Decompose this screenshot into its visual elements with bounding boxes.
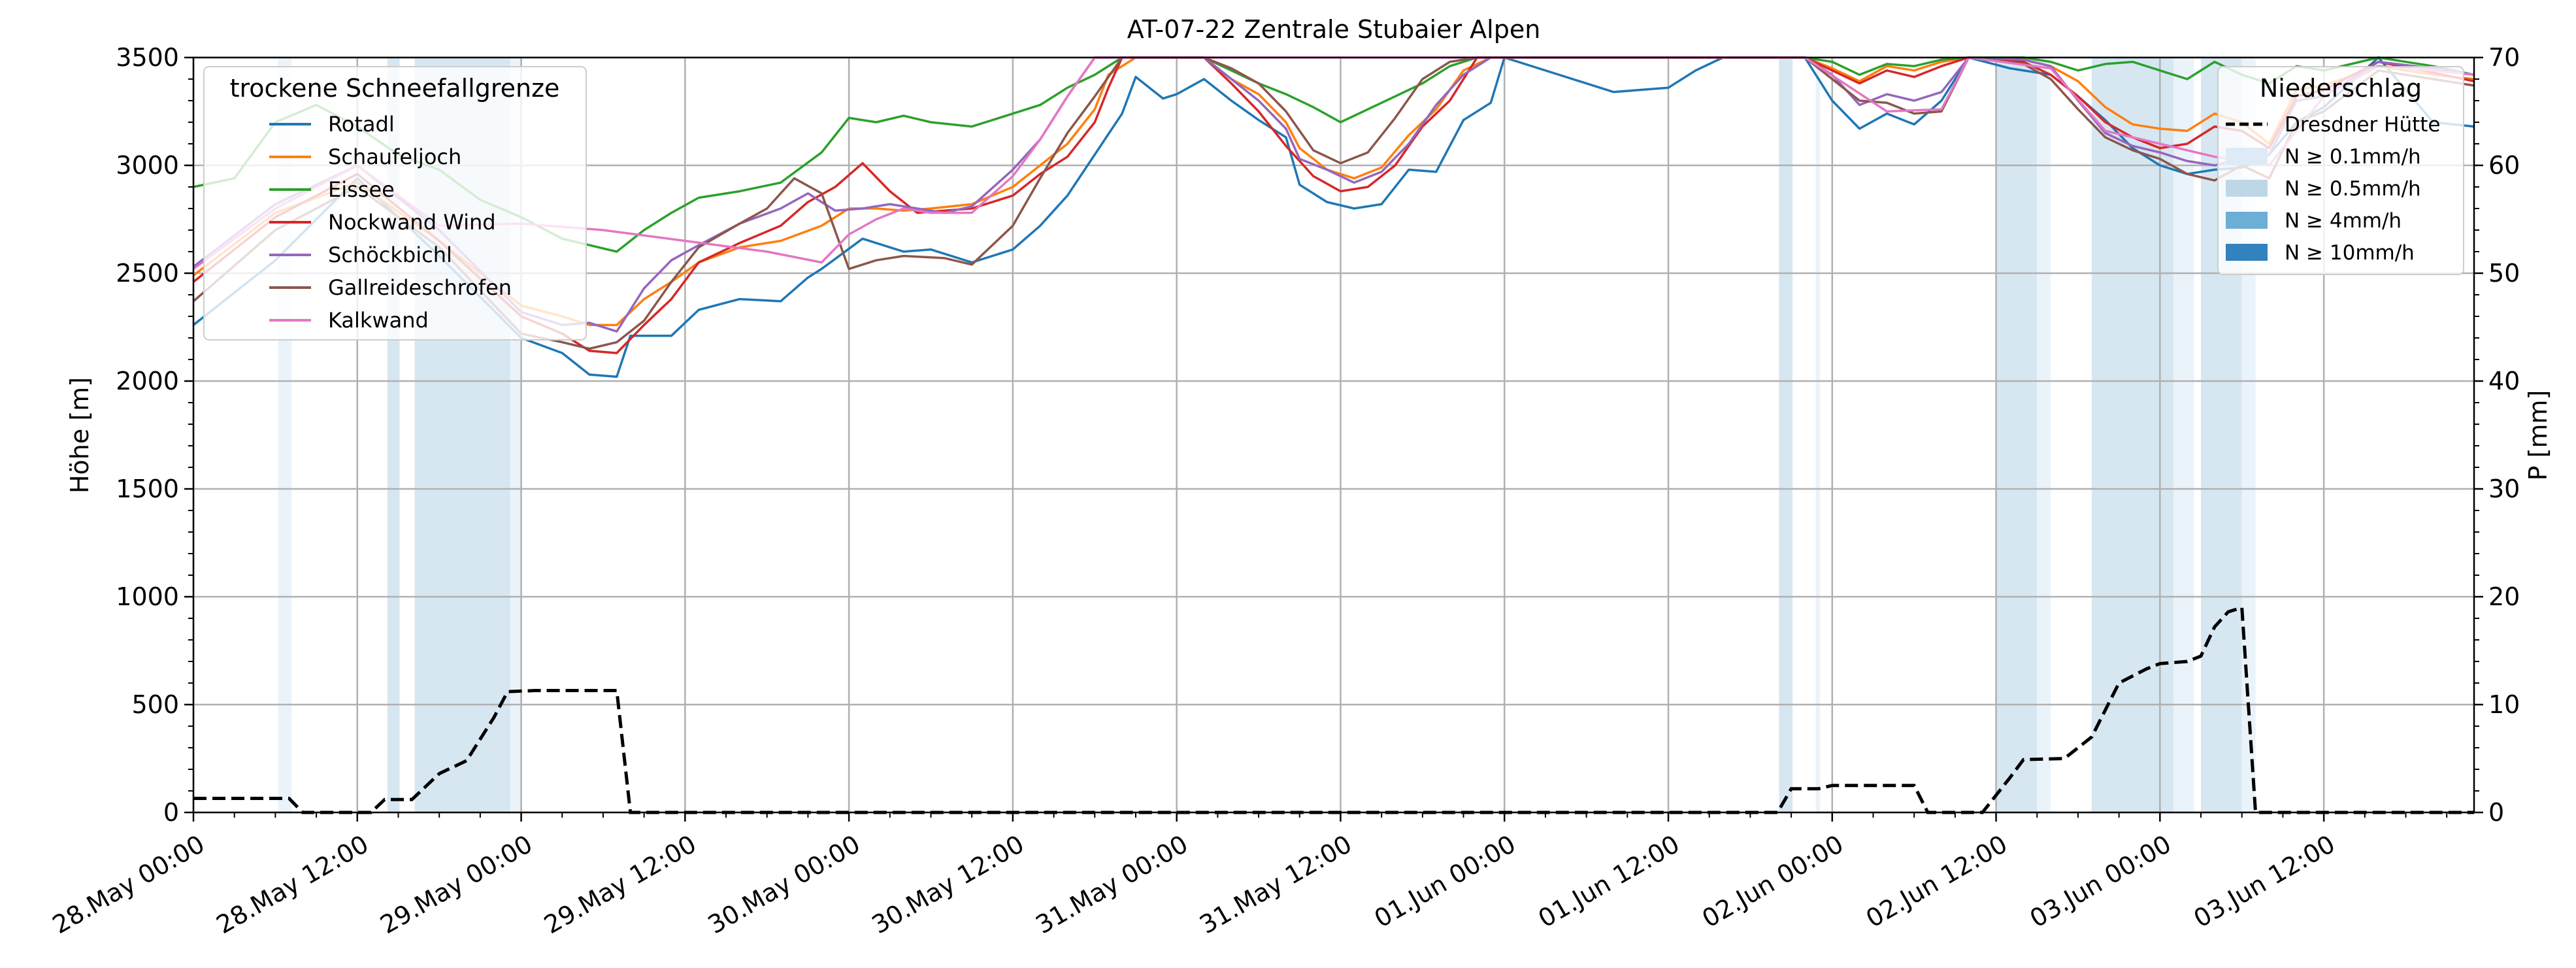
series-line-gallreideschrofen: [192, 56, 2475, 350]
y-axis-right-label: P [mm]: [2524, 390, 2552, 481]
precip-band: [2173, 58, 2194, 812]
precip-line-dresdner-hutte: [193, 605, 2474, 814]
chart-title: AT-07-22 Zentrale Stubaier Alpen: [1127, 15, 1541, 44]
y-axis-left-label: Höhe [m]: [65, 377, 94, 493]
precip-band: [2091, 58, 2174, 812]
y-left-tick-label: 2500: [116, 259, 179, 288]
y-right-tick-label: 0: [2488, 798, 2504, 827]
y-left-tick-label: 1500: [116, 475, 179, 503]
legend-label-n-0-1mm-h: N ≥ 0.1mm/h: [2285, 145, 2421, 169]
legend-swatch-n-0-1mm-h: [2226, 148, 2268, 165]
y-axis-right: 0 10 20 30 40 50 60 70: [2474, 43, 2520, 827]
legend-label-dresdner-hutte: Dresdner Hütte: [2285, 113, 2441, 137]
legend-left-title: trockene Schneefallgrenze: [230, 74, 560, 103]
precip-band: [1779, 58, 1793, 812]
y-axis-left: 0 500 1000 1500 2000 2500 3000 3500: [116, 43, 193, 827]
legend-label-schaufeljoch: Schaufeljoch: [328, 144, 461, 169]
precip-series: [193, 605, 2474, 814]
legend-label-n-4mm-h: N ≥ 4mm/h: [2285, 209, 2402, 233]
legend-swatch-n-0-5mm-h: [2226, 180, 2268, 197]
legend-left: trockene Schneefallgrenze Rotadl Schaufel…: [203, 66, 587, 341]
series-line-kalkwand: [192, 56, 2475, 270]
y-right-tick-label: 40: [2488, 367, 2520, 395]
precip-band: [1815, 58, 1820, 812]
y-right-tick-label: 10: [2488, 690, 2520, 719]
legend-label-n-10mm-h: N ≥ 10mm/h: [2285, 241, 2415, 265]
y-left-tick-label: 500: [131, 690, 179, 719]
y-right-tick-label: 50: [2488, 259, 2520, 288]
legend-label-gallreideschrofen: Gallreideschrofen: [328, 275, 512, 300]
legend-left-box: [203, 66, 587, 341]
plot-frame: [192, 56, 2475, 814]
y-left-tick-label: 2000: [116, 367, 179, 395]
legend-label-nockwand-wind: Nockwand Wind: [328, 210, 496, 235]
legend-right-items: Dresdner Hütte N ≥ 0.1mm/h N ≥ 0.5mm/h N ≥ …: [2226, 113, 2441, 265]
y-right-tick-label: 60: [2488, 151, 2520, 180]
precip-band: [1996, 58, 2038, 812]
y-left-tick-label: 0: [163, 798, 179, 827]
precip-band: [2037, 58, 2051, 812]
legend-right-box: [2217, 66, 2464, 275]
legend-label-kalkwand: Kalkwand: [328, 308, 429, 333]
y-right-tick-label: 70: [2488, 43, 2520, 72]
legend-left-items: Rotadl Schaufeljoch Eissee Nockwand Wind Sch…: [269, 112, 512, 333]
series-line-schockbichl: [192, 56, 2475, 333]
legend-right-title: Niederschlag: [2260, 74, 2422, 103]
snowline-series: [192, 56, 2475, 378]
y-left-tick-label: 3500: [116, 43, 179, 72]
legend-label-schockbichl: Schöckbichl: [328, 242, 452, 267]
y-left-tick-label: 3000: [116, 151, 179, 180]
legend-right: Niederschlag Dresdner Hütte N ≥ 0.1mm/h N …: [2217, 66, 2464, 275]
series-line-schaufeljoch: [192, 56, 2475, 326]
y-left-tick-label: 1000: [116, 582, 179, 611]
legend-swatch-n-4mm-h: [2226, 212, 2268, 229]
legend-label-n-0-5mm-h: N ≥ 0.5mm/h: [2285, 177, 2421, 201]
y-right-tick-label: 30: [2488, 475, 2520, 503]
legend-label-rotadl: Rotadl: [328, 112, 395, 137]
legend-label-eissee: Eissee: [328, 177, 395, 202]
legend-swatch-n-10mm-h: [2226, 244, 2268, 261]
y-right-tick-label: 20: [2488, 582, 2520, 611]
